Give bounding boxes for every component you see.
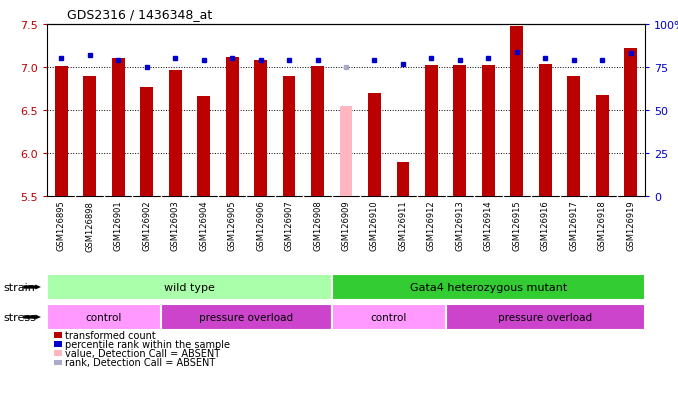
- Text: GSM126903: GSM126903: [171, 200, 180, 251]
- Bar: [340, 107, 353, 197]
- Text: GDS2316 / 1436348_at: GDS2316 / 1436348_at: [67, 8, 213, 21]
- Text: GSM126908: GSM126908: [313, 200, 322, 251]
- Bar: [47, 275, 332, 300]
- Text: value, Detection Call = ABSENT: value, Detection Call = ABSENT: [64, 349, 220, 358]
- Bar: [161, 305, 332, 330]
- Text: GSM126919: GSM126919: [626, 200, 635, 251]
- Bar: [83, 76, 96, 197]
- Text: GSM126901: GSM126901: [114, 200, 123, 251]
- Text: percentile rank within the sample: percentile rank within the sample: [64, 339, 230, 349]
- Bar: [311, 67, 324, 197]
- Text: stress: stress: [3, 312, 36, 322]
- Text: GSM126915: GSM126915: [513, 200, 521, 251]
- Bar: [55, 67, 68, 197]
- Text: pressure overload: pressure overload: [498, 312, 593, 322]
- Text: GSM126907: GSM126907: [285, 200, 294, 251]
- Text: GSM126902: GSM126902: [142, 200, 151, 251]
- Text: transformed count: transformed count: [64, 330, 155, 340]
- Bar: [511, 27, 523, 197]
- Text: control: control: [85, 312, 122, 322]
- Text: Gata4 heterozygous mutant: Gata4 heterozygous mutant: [410, 282, 567, 292]
- Bar: [47, 305, 161, 330]
- Text: GSM126909: GSM126909: [342, 200, 351, 251]
- Text: GSM126910: GSM126910: [370, 200, 379, 251]
- Bar: [482, 66, 495, 197]
- Bar: [368, 94, 381, 197]
- Text: GSM126895: GSM126895: [57, 200, 66, 251]
- Text: control: control: [370, 312, 407, 322]
- Bar: [197, 97, 210, 197]
- Bar: [567, 77, 580, 197]
- Bar: [539, 64, 552, 197]
- Bar: [454, 66, 466, 197]
- Text: GSM126918: GSM126918: [598, 200, 607, 251]
- Text: GSM126906: GSM126906: [256, 200, 265, 251]
- Text: GSM126911: GSM126911: [399, 200, 407, 251]
- Bar: [226, 57, 239, 197]
- Text: pressure overload: pressure overload: [199, 312, 294, 322]
- Bar: [140, 88, 153, 197]
- Text: GSM126912: GSM126912: [427, 200, 436, 251]
- Text: rank, Detection Call = ABSENT: rank, Detection Call = ABSENT: [64, 358, 215, 368]
- Bar: [112, 59, 125, 197]
- Text: GSM126913: GSM126913: [456, 200, 464, 251]
- Text: strain: strain: [3, 282, 35, 292]
- Text: GSM126914: GSM126914: [484, 200, 493, 251]
- Bar: [425, 66, 438, 197]
- Bar: [254, 61, 267, 197]
- Text: GSM126917: GSM126917: [570, 200, 578, 251]
- Bar: [283, 77, 296, 197]
- Bar: [332, 305, 445, 330]
- Bar: [332, 275, 645, 300]
- Bar: [624, 49, 637, 197]
- Text: GSM126898: GSM126898: [85, 200, 94, 251]
- Text: GSM126916: GSM126916: [541, 200, 550, 251]
- Text: GSM126904: GSM126904: [199, 200, 208, 251]
- Bar: [397, 162, 410, 197]
- Text: wild type: wild type: [164, 282, 215, 292]
- Bar: [169, 71, 182, 197]
- Text: GSM126905: GSM126905: [228, 200, 237, 251]
- Bar: [596, 95, 609, 197]
- Bar: [445, 305, 645, 330]
